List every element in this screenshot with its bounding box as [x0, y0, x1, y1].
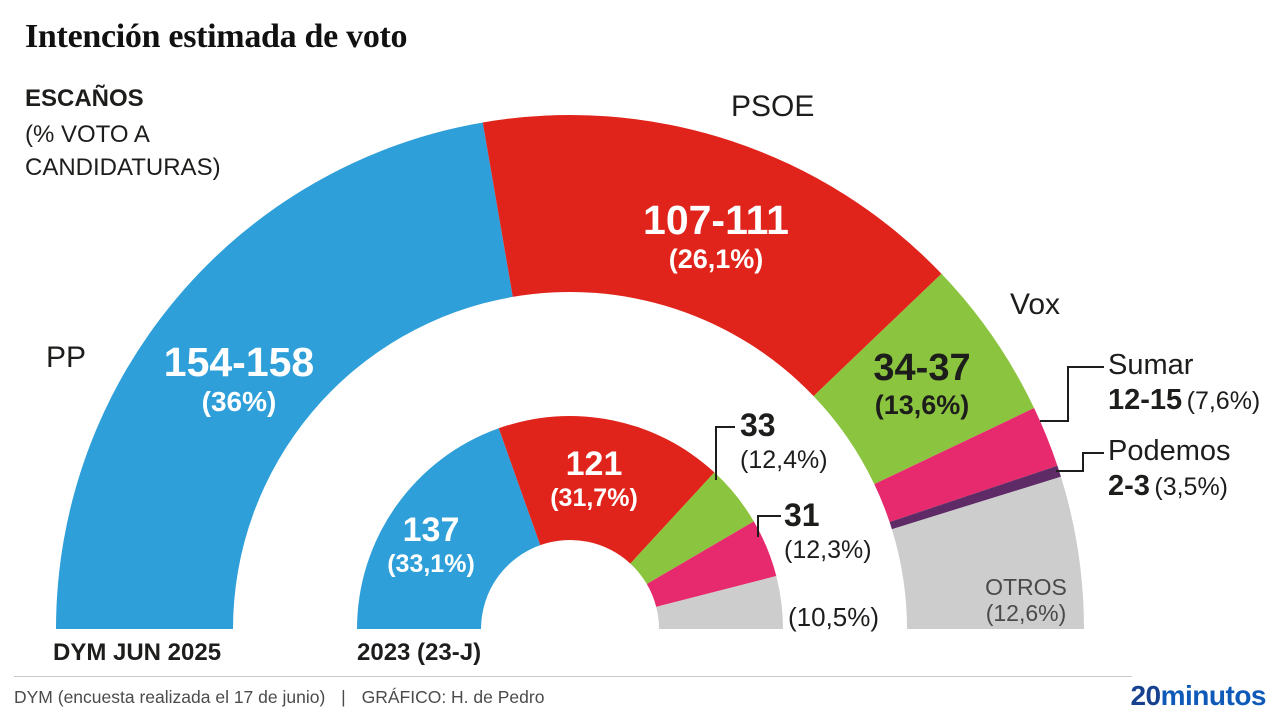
pct-sumar-2023: (12,3%): [784, 535, 872, 564]
segment-dym-jun-2025-sumar: [874, 408, 1058, 522]
value-pp-2023: 137 (33,1%): [387, 513, 475, 577]
footer-separator: |: [341, 687, 346, 707]
seats-pp-2025: 154-158: [163, 339, 315, 385]
seats-sumar-2023: 31: [784, 497, 820, 533]
pct-otros-2025: (12,6%): [985, 600, 1067, 626]
pct-sumar-2025: (7,6%): [1186, 386, 1261, 415]
value-pp-2025: 154-158 (36%): [164, 342, 314, 416]
party-label-pp: PP: [46, 341, 87, 374]
footer-credits: DYM (encuesta realizada el 17 de junio) …: [14, 687, 544, 708]
party-podemos: Podemos: [1108, 435, 1231, 467]
logo-part-20: 20: [1130, 680, 1161, 711]
party-otros-2025: OTROS: [985, 574, 1067, 600]
callout-line-podemos-2025: [1056, 452, 1104, 472]
label-podemos-2025: Podemos 2-3 (3,5%): [1108, 435, 1231, 503]
segment-dym-jun-2025-psoe: [482, 115, 942, 397]
segment-2023-23j-pp: [356, 428, 541, 629]
pct-pp-2025: (36%): [201, 386, 277, 417]
seats-vox-2023: 33: [740, 407, 776, 443]
callout-lines: [715, 366, 1104, 537]
party-label-vox: Vox: [1010, 288, 1061, 321]
callout-line-vox-2023: [715, 426, 735, 480]
pct-otros-2023: (10,5%): [788, 602, 880, 632]
value-psoe-2025: 107-111 (26,1%): [643, 200, 789, 273]
unit-label: ESCAÑOS: [25, 85, 144, 112]
pct-vox-2023: (12,4%): [740, 445, 828, 474]
seats-vox-2025: 34-37: [873, 347, 971, 389]
donut-rings: [56, 115, 1084, 630]
20minutos-logo: 20minutos: [1130, 680, 1266, 712]
graphic-credit: GRÁFICO: H. de Pedro: [361, 687, 545, 707]
segment-dym-jun-2025-otros: [891, 476, 1084, 629]
segment-dym-jun-2025-vox: [813, 273, 1035, 485]
segment-dym-jun-2025-pp: [56, 122, 513, 630]
callout-label-vox-2023: 33 (12,4%): [740, 407, 828, 474]
footer-divider: [14, 676, 1132, 677]
party-sumar: Sumar: [1108, 349, 1194, 381]
pct-podemos-2025: (3,5%): [1154, 472, 1229, 501]
ring-label-2025: DYM JUN 2025: [53, 639, 222, 666]
segment-2023-23j-sumar: [646, 521, 777, 607]
label-sumar-2025: Sumar 12-15 (7,6%): [1108, 349, 1261, 417]
page-title: Intención estimada de voto: [25, 18, 408, 55]
segment-2023-23j-vox: [630, 472, 754, 585]
value-psoe-2023: 121 (31,7%): [550, 447, 638, 511]
callout-line-sumar-2025: [1040, 366, 1104, 422]
ring-label-2023: 2023 (23-J): [357, 639, 482, 666]
label-otros-2025: OTROS (12,6%): [985, 574, 1067, 626]
segment-dym-jun-2025-podemos: [889, 465, 1061, 530]
seats-podemos-2025: 2-3: [1108, 469, 1150, 502]
seats-sumar-2025: 12-15: [1108, 383, 1183, 416]
seats-pp-2023: 137: [402, 511, 460, 549]
segment-2023-23j-otros: [656, 576, 783, 629]
pct-pp-2023: (33,1%): [387, 550, 475, 578]
value-vox-2025: 34-37 (13,6%): [873, 349, 970, 419]
pct-psoe-2023: (31,7%): [550, 484, 638, 512]
logo-part-minutos: minutos: [1160, 680, 1267, 711]
callout-label-sumar-2023: 31 (12,3%): [784, 497, 872, 564]
source-note: DYM (encuesta realizada el 17 de junio): [14, 687, 326, 707]
seats-psoe-2023: 121: [565, 445, 623, 483]
pct-psoe-2025: (26,1%): [668, 244, 764, 274]
unit-note: (% VOTO A CANDIDATURAS): [25, 121, 221, 181]
segment-2023-23j-psoe: [498, 416, 715, 564]
pct-vox-2025: (13,6%): [874, 390, 970, 420]
callout-line-sumar-2023: [757, 515, 781, 537]
seats-psoe-2025: 107-111: [643, 197, 789, 243]
party-label-psoe: PSOE: [731, 90, 815, 123]
